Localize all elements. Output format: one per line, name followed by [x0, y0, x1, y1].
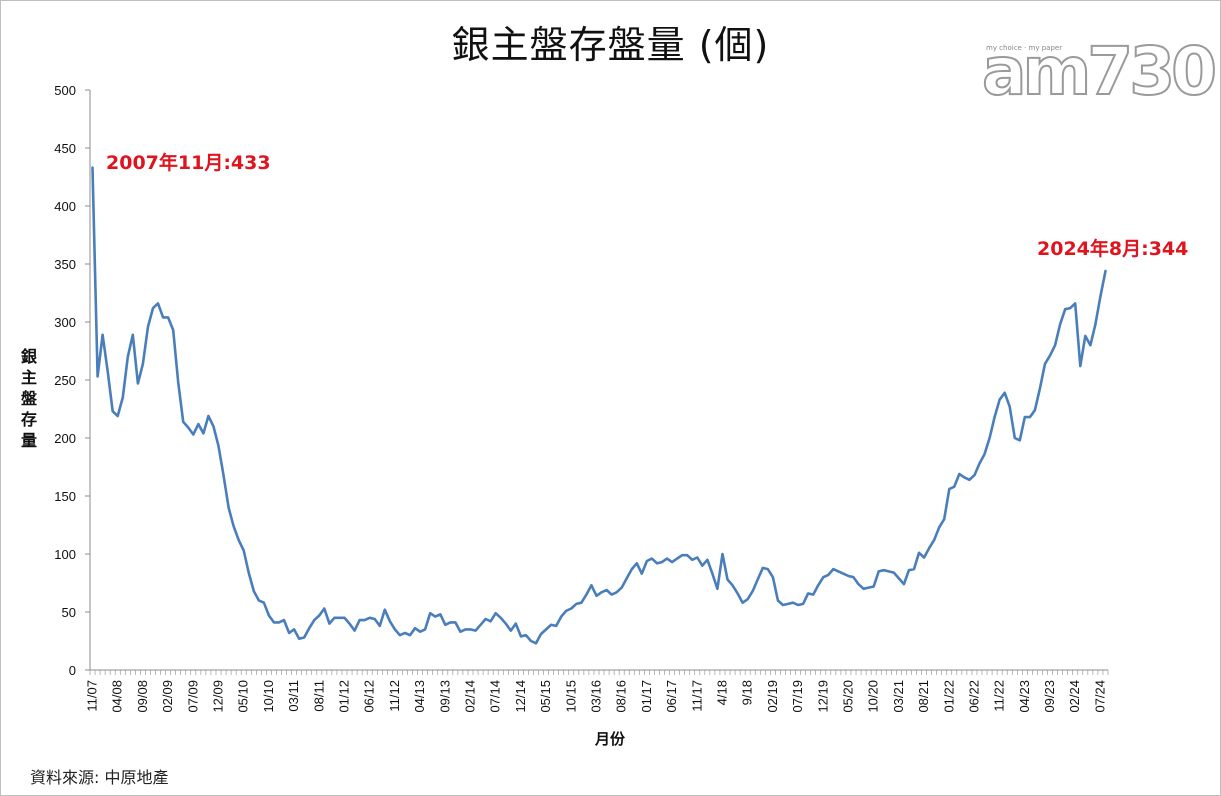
x-tick-label: 07/14 — [488, 680, 503, 713]
y-axis-label-char: 盤 — [20, 389, 37, 408]
y-axis-label-char: 量 — [20, 431, 37, 450]
source-note: 資料來源: 中原地產 — [30, 768, 169, 787]
y-tick-label: 400 — [54, 199, 76, 214]
y-axis-label-char: 存 — [20, 410, 37, 429]
x-tick-label: 02/14 — [462, 680, 477, 713]
logo-tagline: my choice · my paper — [986, 44, 1063, 52]
y-tick-label: 150 — [54, 489, 76, 504]
x-tick-label: 06/17 — [664, 680, 679, 713]
x-axis-label: 月份 — [594, 730, 625, 748]
logo-wordmark: am730 — [981, 33, 1218, 111]
series-line — [91, 166, 1107, 645]
x-tick-label: 10/15 — [563, 680, 578, 713]
y-tick-label: 300 — [54, 315, 76, 330]
y-tick-label: 250 — [54, 373, 76, 388]
x-tick-label: 09/13 — [437, 680, 452, 713]
x-tick-label: 11/17 — [689, 680, 704, 712]
x-tick-label: 08/21 — [916, 680, 931, 713]
y-axis-label-char: 銀 — [20, 347, 37, 366]
y-axis-label-text: 銀主盤存量 — [18, 346, 40, 451]
x-tick-label: 09/23 — [1042, 680, 1057, 713]
x-tick-label: 02/09 — [160, 680, 175, 713]
x-tick-label: 10/10 — [261, 680, 276, 713]
x-tick-label: 03/16 — [588, 680, 603, 713]
x-tick-label: 01/12 — [337, 680, 352, 713]
x-tick-label: 11/22 — [992, 680, 1007, 712]
x-tick-label: 10/20 — [866, 680, 881, 713]
y-tick-label: 450 — [54, 141, 76, 156]
x-tick-label: 4/18 — [714, 680, 729, 705]
x-tick-label: 02/19 — [765, 680, 780, 713]
x-tick-label: 06/22 — [966, 680, 981, 713]
x-tick-label: 07/19 — [790, 680, 805, 713]
x-tick-label: 03/11 — [286, 680, 301, 712]
y-axis-label: 銀主盤存量 — [18, 346, 40, 451]
x-tick-label: 09/08 — [135, 680, 150, 713]
x-tick-label: 05/20 — [840, 680, 855, 713]
x-tick-label: 08/11 — [311, 680, 326, 712]
x-tick-label: 12/09 — [211, 680, 226, 713]
am730-logo: am730 my choice · my paper — [981, 32, 1218, 112]
x-tick-label: 01/22 — [941, 680, 956, 713]
x-tick-label: 07/09 — [185, 680, 200, 713]
y-tick-label: 0 — [69, 663, 76, 678]
x-tick-label: 12/19 — [815, 680, 830, 713]
x-tick-label: 07/24 — [1092, 680, 1107, 713]
x-tick-label: 02/24 — [1067, 680, 1082, 713]
x-tick-label: 12/14 — [513, 680, 528, 713]
x-tick-label: 11/07 — [85, 680, 100, 712]
x-tick-label: 03/21 — [891, 680, 906, 713]
x-tick-label: 08/16 — [614, 680, 629, 713]
y-tick-label: 100 — [54, 547, 76, 562]
chart-title: 銀主盤存盤量 (個) — [451, 23, 770, 67]
x-tick-label: 9/18 — [740, 680, 755, 705]
annotation-end: 2024年8月:344 — [1037, 238, 1189, 260]
y-tick-label: 350 — [54, 257, 76, 272]
x-tick-label: 04/23 — [1017, 680, 1032, 713]
y-tick-label: 50 — [62, 605, 76, 620]
x-tick-label: 04/08 — [110, 680, 125, 713]
annotation-start: 2007年11月:433 — [106, 152, 271, 174]
x-tick-label: 01/17 — [639, 680, 654, 713]
y-tick-label: 500 — [54, 83, 76, 98]
y-axis-label-char: 主 — [20, 368, 37, 387]
x-tick-label: 11/12 — [387, 680, 402, 712]
x-tick-label: 06/12 — [362, 680, 377, 713]
x-tick-label: 05/10 — [236, 680, 251, 713]
x-tick-label: 05/15 — [538, 680, 553, 713]
y-tick-label: 200 — [54, 431, 76, 446]
x-tick-label: 04/13 — [412, 680, 427, 713]
